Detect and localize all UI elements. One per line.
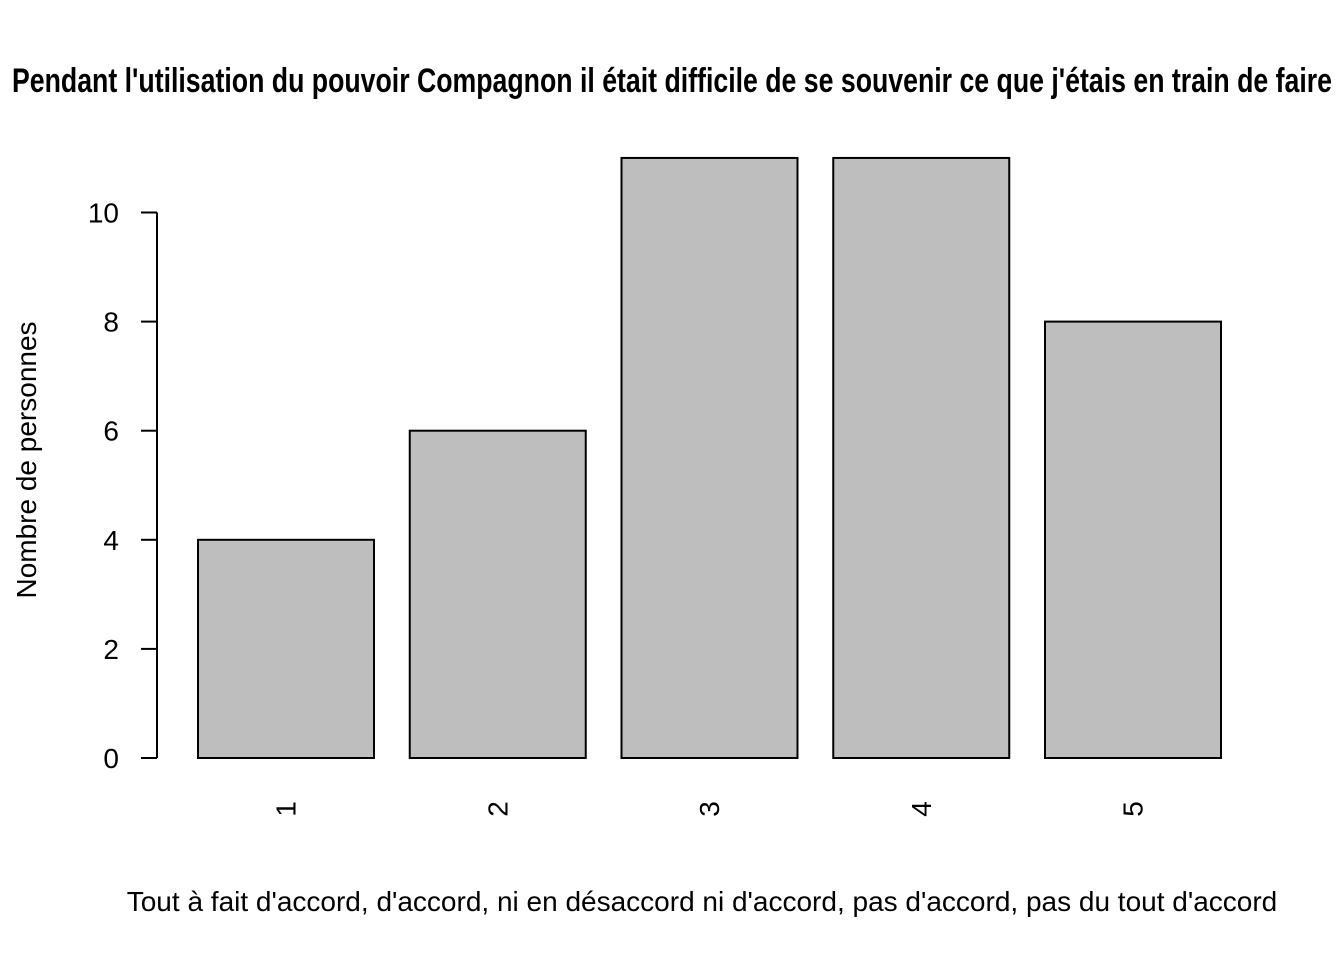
y-tick-label-10: 10 — [88, 198, 119, 229]
x-axis: 1 2 3 4 5 — [271, 801, 1149, 817]
x-tick-label-1: 1 — [271, 801, 302, 817]
x-tick-label-2: 2 — [482, 801, 513, 817]
y-axis: 0 2 4 6 8 10 — [88, 198, 158, 774]
x-axis-label: Tout à fait d'accord, d'accord, ni en dé… — [127, 886, 1278, 917]
bar-1 — [197, 538, 375, 759]
y-tick-label-2: 2 — [103, 634, 119, 665]
bars-group — [197, 156, 1222, 759]
bar-2 — [408, 429, 587, 759]
x-tick-label-5: 5 — [1118, 801, 1149, 817]
x-tick-label-3: 3 — [694, 801, 725, 817]
x-tick-label-4: 4 — [906, 801, 937, 817]
y-tick-label-4: 4 — [103, 525, 119, 556]
y-tick-label-6: 6 — [103, 416, 119, 447]
bar-4 — [832, 156, 1011, 759]
y-axis-label: Nombre de personnes — [11, 321, 42, 598]
bar-5 — [1044, 320, 1222, 759]
y-tick-label-0: 0 — [103, 743, 119, 774]
chart-title: Pendant l'utilisation du pouvoir Compagn… — [12, 62, 1332, 100]
y-tick-label-8: 8 — [103, 307, 119, 338]
bar-3 — [620, 156, 799, 759]
